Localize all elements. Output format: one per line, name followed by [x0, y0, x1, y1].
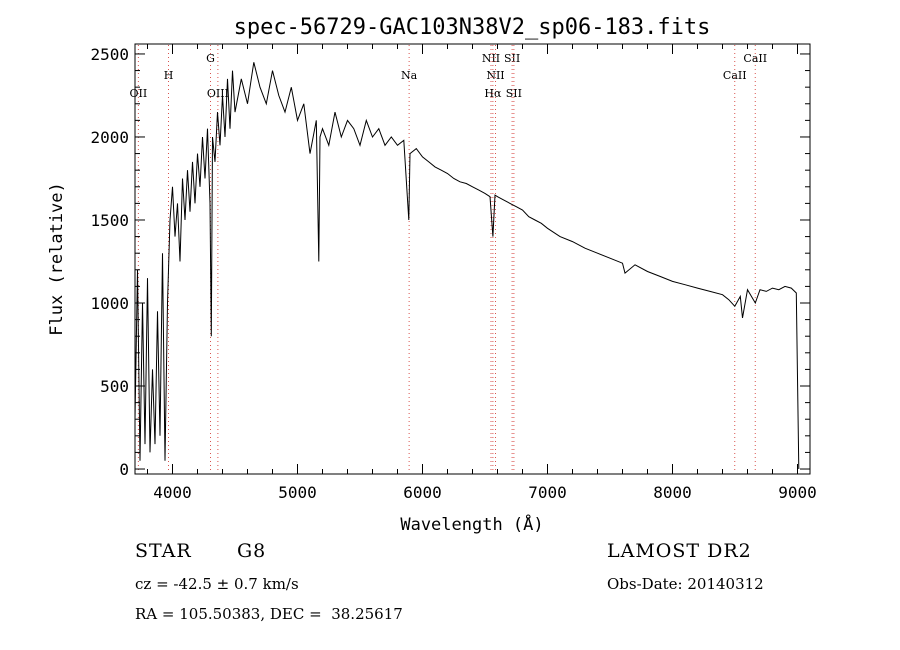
spectral-line-label: SII	[504, 52, 520, 65]
survey-name: LAMOST DR2	[607, 540, 752, 562]
x-tick-label: 4000	[153, 483, 192, 502]
spectral-line-label: G	[206, 52, 215, 65]
spectral-line-label: NII	[482, 52, 500, 65]
spectral-line-label: CaII	[743, 52, 767, 65]
spectrum-line	[134, 62, 800, 470]
spectral-line-label: CaII	[723, 69, 747, 82]
x-axis-label: Wavelength (Å)	[400, 513, 543, 535]
y-tick-label: 2500	[90, 45, 129, 64]
object-subclass: G8	[237, 540, 267, 562]
x-tick-label: 9000	[778, 483, 817, 502]
x-tick-label: 7000	[528, 483, 567, 502]
axis-ticks-layer: 4000 5000 6000 7000 8000 9000 0 500 1000 1500 2000…	[90, 44, 817, 502]
coordinates: RA = 105.50383, DEC = 38.25617	[135, 605, 403, 623]
x-tick-label: 5000	[278, 483, 317, 502]
object-class: STAR	[135, 540, 192, 562]
y-tick-label: 2000	[90, 128, 129, 147]
spectral-line-label: Hα	[484, 87, 502, 100]
x-tick-label: 8000	[653, 483, 692, 502]
spectral-line-label: OII	[130, 87, 148, 100]
spectral-line-label: NII	[486, 69, 504, 82]
spectral-line-label: Na	[401, 69, 418, 82]
chart-title: spec-56729-GAC103N38V2_sp06-183.fits	[234, 15, 711, 40]
spectral-line-label: OIII	[207, 87, 229, 100]
plot-frame	[134, 43, 811, 475]
y-tick-label: 1000	[90, 294, 129, 313]
y-axis-label: Flux (relative)	[47, 182, 67, 336]
spectral-line-label: SII	[506, 87, 522, 100]
redshift-cz: cz = -42.5 ± 0.7 km/s	[135, 575, 299, 593]
y-tick-label: 0	[119, 460, 129, 479]
y-tick-label: 1500	[90, 211, 129, 230]
spectral-line-label: H	[164, 69, 174, 82]
observation-date: Obs-Date: 20140312	[607, 575, 764, 593]
emission-lines-layer: OII H G OIII Na NII NII Hα SII SII CaII CaII	[130, 45, 767, 473]
x-tick-label: 6000	[403, 483, 442, 502]
y-tick-label: 500	[100, 377, 129, 396]
